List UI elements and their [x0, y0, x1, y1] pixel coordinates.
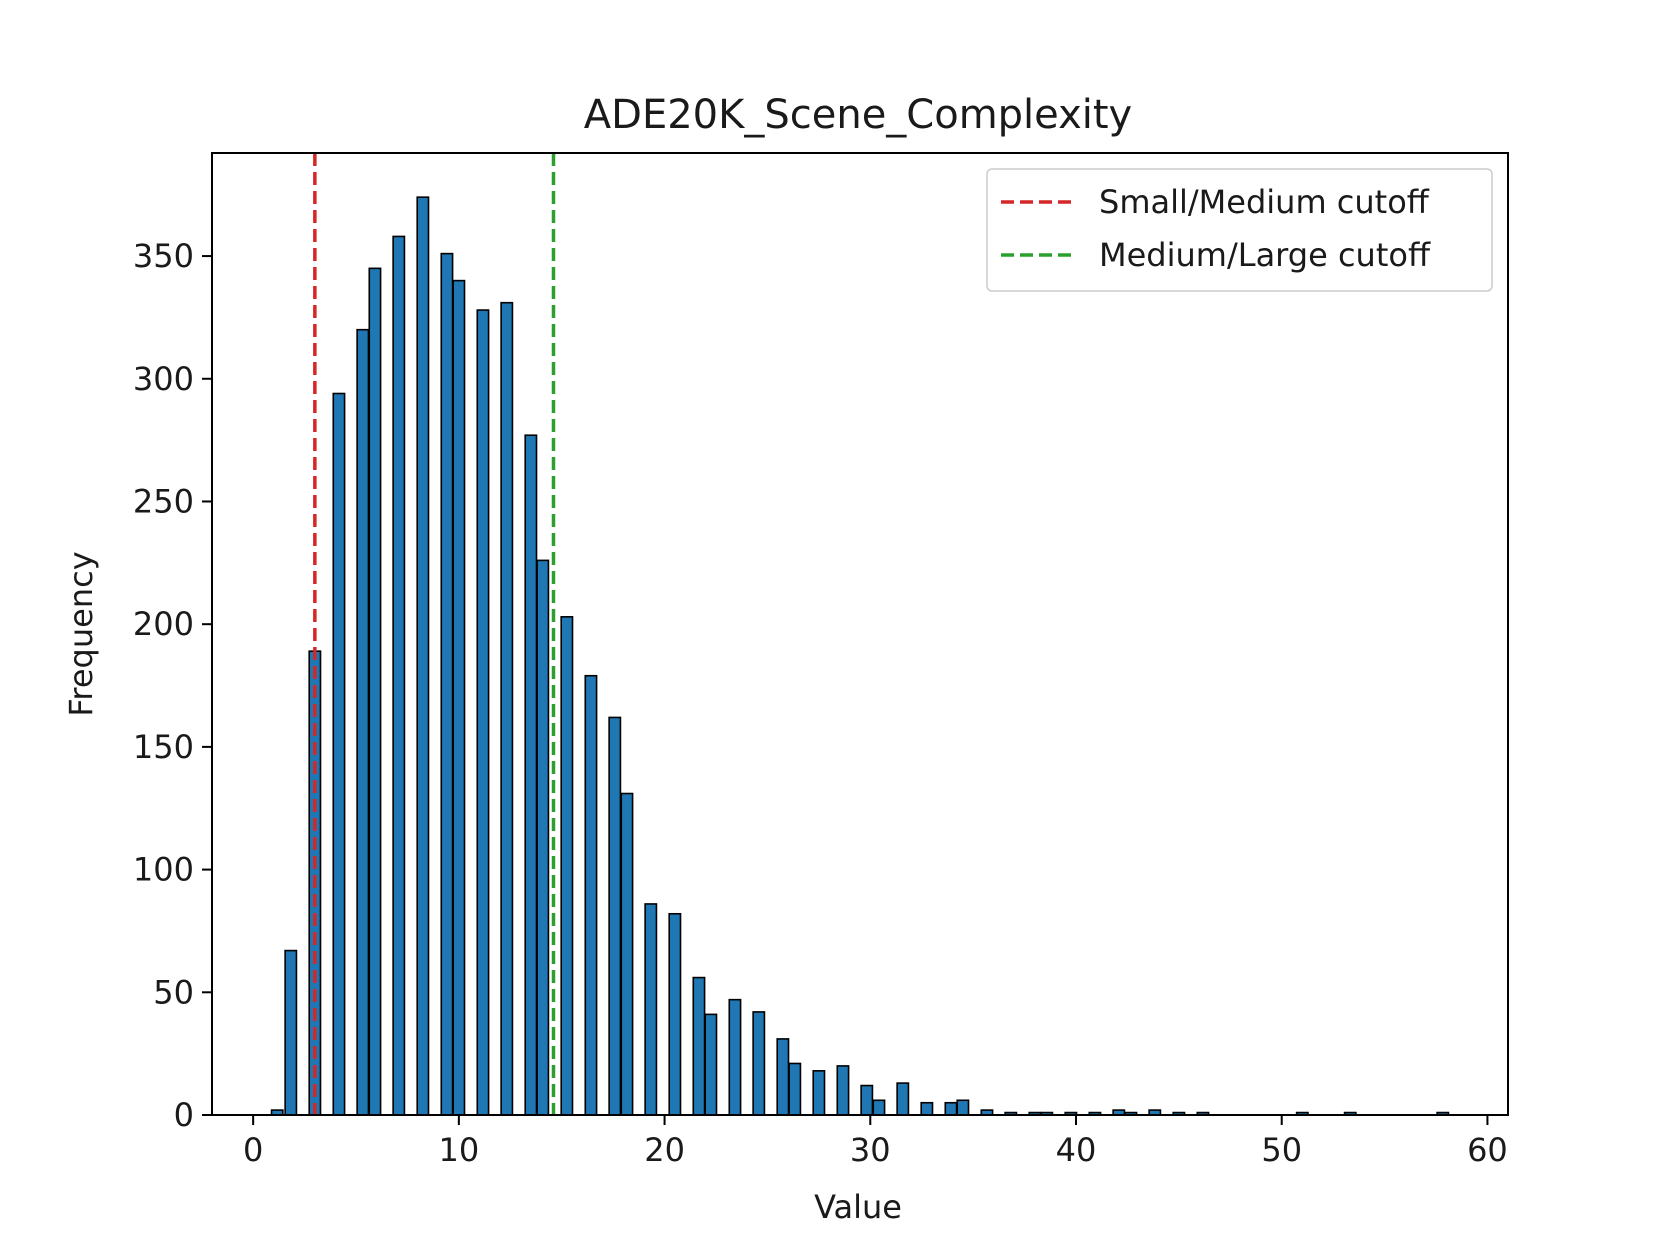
- x-tick-label: 30: [850, 1131, 891, 1169]
- histogram-bar: [500, 301, 514, 1116]
- histogram-bar: [668, 912, 682, 1116]
- histogram-bar: [476, 309, 490, 1116]
- histogram-bar: [356, 328, 370, 1116]
- histogram-bar: [788, 1062, 802, 1116]
- plot-frame: [211, 152, 1509, 1116]
- histogram-bar: [896, 1082, 910, 1116]
- legend: Small/Medium cutoff Medium/Large cutoff: [986, 168, 1493, 292]
- y-tick-label: 150: [133, 728, 194, 766]
- histogram-bar: [620, 792, 634, 1116]
- histogram-bar: [524, 434, 538, 1116]
- histogram-bar: [608, 716, 622, 1116]
- histogram-bar: [836, 1065, 850, 1116]
- x-tick-label: 0: [243, 1131, 263, 1169]
- y-tick-label: 100: [133, 851, 194, 889]
- histogram-bar: [776, 1038, 790, 1116]
- legend-box: [986, 168, 1493, 292]
- histogram-bar: [584, 674, 598, 1116]
- histogram-bar: [812, 1070, 826, 1116]
- x-axis-label: Value: [814, 1188, 902, 1226]
- histogram-bar: [332, 392, 346, 1116]
- y-tick-label: 200: [133, 605, 194, 643]
- histogram-bar: [368, 267, 382, 1116]
- histogram-bar: [944, 1101, 958, 1116]
- y-tick-label: 250: [133, 482, 194, 520]
- histogram-bar: [284, 949, 298, 1116]
- histogram-bar: [860, 1084, 874, 1116]
- x-tick-label: 50: [1261, 1131, 1302, 1169]
- histogram-bar: [692, 976, 706, 1116]
- histogram-bar: [920, 1101, 934, 1116]
- histogram-bar: [956, 1099, 970, 1116]
- histogram-bar: [560, 616, 574, 1116]
- histogram-bar: [440, 252, 454, 1116]
- histogram-bar: [452, 279, 466, 1116]
- y-tick-label: 0: [174, 1096, 194, 1134]
- x-tick-label: 10: [438, 1131, 479, 1169]
- x-tick-label: 20: [644, 1131, 685, 1169]
- histogram-bar: [392, 235, 406, 1116]
- histogram-bar: [728, 998, 742, 1116]
- histogram-bar: [536, 559, 550, 1116]
- y-axis: 0 50 100 150 200 250 300 350: [133, 237, 212, 1134]
- y-tick-label: 300: [133, 360, 194, 398]
- chart-title: ADE20K_Scene_Complexity: [584, 92, 1132, 138]
- histogram-bar: [416, 196, 430, 1116]
- histogram-bar: [752, 1011, 766, 1116]
- x-axis: 0 10 20 30 40 50 60: [243, 1115, 1508, 1169]
- histogram-bar: [644, 903, 658, 1116]
- histogram-bar: [872, 1099, 886, 1116]
- histogram-bar: [704, 1013, 718, 1116]
- plot-area: [270, 153, 1450, 1116]
- legend-small-medium-label: Small/Medium cutoff: [1099, 183, 1430, 221]
- y-axis-label: Frequency: [62, 551, 100, 716]
- y-tick-label: 350: [133, 237, 194, 275]
- legend-medium-large-label: Medium/Large cutoff: [1099, 236, 1431, 274]
- x-tick-label: 60: [1467, 1131, 1508, 1169]
- x-tick-label: 40: [1056, 1131, 1097, 1169]
- y-tick-label: 50: [153, 973, 194, 1011]
